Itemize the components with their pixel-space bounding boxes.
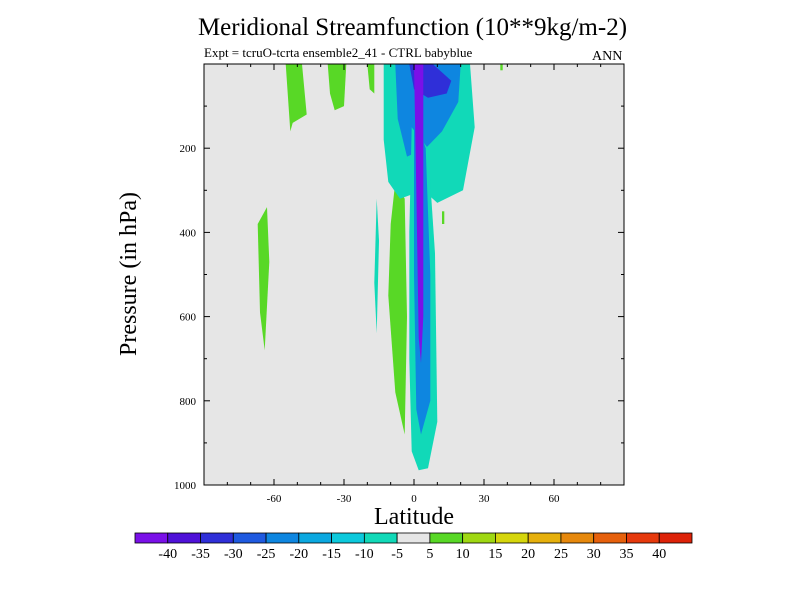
colorbar-label: 5	[426, 547, 433, 562]
y-axis-label: Pressure (in hPa)	[116, 192, 142, 356]
colorbar-label: 20	[521, 547, 535, 562]
y-tick-label: 200	[180, 143, 197, 155]
colorbar-swatch	[560, 532, 595, 544]
x-ticks: -60 -30 0 30 60	[203, 64, 625, 505]
colorbar-swatch	[167, 532, 201, 544]
contour-green-upper-mid	[327, 64, 347, 111]
y-tick-label: 1000	[174, 480, 197, 492]
colorbar-swatch	[593, 532, 627, 544]
x-tick-label: -30	[337, 493, 352, 505]
colorbar-label: -15	[322, 547, 341, 562]
x-tick-label: 0	[411, 493, 417, 505]
contour-green-upper-small	[367, 64, 375, 94]
colorbar-swatch	[626, 532, 660, 544]
colorbar-swatch	[232, 532, 267, 544]
colorbar-label: 40	[652, 547, 666, 562]
colorbar-label: 15	[488, 547, 502, 562]
period-label: ANN	[592, 49, 623, 64]
contour-cyan-left-sliver	[374, 198, 379, 334]
contour-regions	[257, 64, 503, 471]
colorbar-label: 10	[456, 547, 470, 562]
x-axis-label: Latitude	[374, 504, 454, 530]
colorbar-swatch	[363, 532, 398, 544]
colorbar-label: -20	[289, 547, 308, 562]
colorbar-swatch	[429, 532, 464, 544]
colorbar-swatch	[298, 532, 332, 544]
colorbar-label: -5	[391, 547, 403, 562]
contour-green-left-of-core	[388, 181, 407, 435]
x-tick-label: -60	[267, 493, 282, 505]
colorbar-label: -25	[257, 547, 276, 562]
contour-green-left-band	[257, 207, 270, 351]
x-tick-label: 30	[479, 493, 491, 505]
colorbar-swatch	[495, 532, 529, 544]
y-ticks: 200 400 600 800 1000	[174, 63, 624, 492]
contour-purple-core	[414, 64, 424, 363]
colorbar-swatch	[527, 532, 562, 544]
colorbar-swatch	[462, 532, 496, 544]
colorbar: -40 -35 -30 -25 -20 -15 -10 -5 5 10 15 20 25 30 35 40	[134, 532, 693, 562]
colorbar-swatch	[265, 532, 300, 544]
y-tick-label: 400	[180, 227, 197, 239]
colorbar-label: -10	[355, 547, 374, 562]
colorbar-swatch	[396, 532, 431, 544]
contour-green-tiny-right	[500, 64, 503, 71]
colorbar-label: -30	[224, 547, 243, 562]
chart-subtitle: Expt = tcruO-tcrta ensemble2_41 - CTRL b…	[204, 45, 473, 60]
colorbar-label: -35	[191, 547, 210, 562]
contour-green-speck-right	[442, 211, 445, 224]
y-tick-label: 800	[180, 396, 197, 408]
colorbar-label: -40	[158, 547, 177, 562]
colorbar-swatch	[200, 532, 234, 544]
colorbar-label: 35	[619, 547, 633, 562]
chart-title: Meridional Streamfunction (10**9kg/m-2)	[197, 14, 628, 41]
colorbar-swatch	[658, 532, 693, 544]
colorbar-label: 30	[587, 547, 601, 562]
contour-green-upper-left	[285, 64, 307, 132]
y-tick-label: 600	[180, 312, 197, 324]
x-tick-label: 60	[549, 493, 561, 505]
colorbar-swatch	[134, 532, 169, 544]
colorbar-swatch	[331, 532, 365, 544]
colorbar-label: 25	[554, 547, 568, 562]
